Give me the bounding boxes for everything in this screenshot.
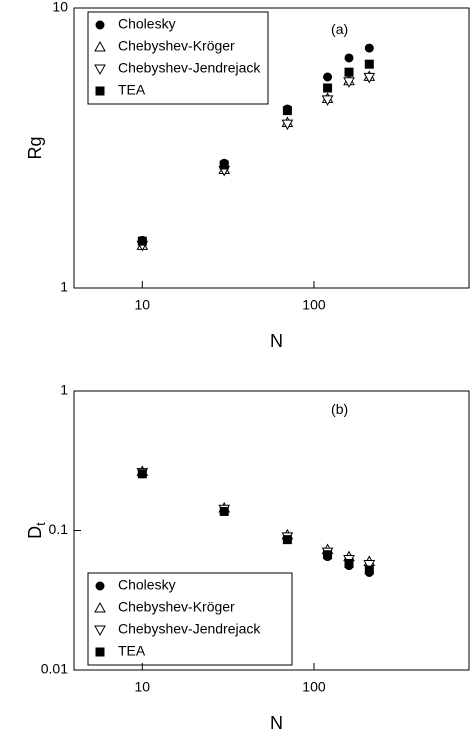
- point: [137, 469, 147, 479]
- point: [343, 77, 355, 88]
- legend-label: TEA: [118, 82, 146, 98]
- point: [323, 72, 333, 82]
- point: [94, 625, 106, 637]
- point: [281, 119, 294, 131]
- legend-label: Chebyshev-Kröger: [118, 38, 235, 54]
- x-axis-label: N: [270, 331, 283, 351]
- point: [323, 550, 333, 560]
- y-tick-label: 0.1: [49, 521, 69, 537]
- legend-label: Cholesky: [118, 577, 176, 593]
- point: [94, 601, 106, 613]
- legend-box: [87, 11, 269, 105]
- x-tick-label: 10: [135, 679, 151, 695]
- point: [95, 86, 105, 96]
- y-axis-label-sub: t: [33, 522, 48, 526]
- y-tick-label: 0.01: [41, 661, 68, 677]
- point: [363, 560, 376, 571]
- legend-label: Chebyshev-Jendrejack: [118, 60, 261, 76]
- point: [364, 565, 374, 575]
- legend-label: Chebyshev-Jendrejack: [118, 621, 261, 637]
- annotation: (b): [331, 401, 348, 417]
- point: [95, 20, 105, 30]
- point: [95, 647, 105, 657]
- y-axis-label: Dt: [25, 522, 49, 539]
- point: [94, 40, 106, 52]
- point: [344, 53, 354, 63]
- annotation: (a): [331, 21, 348, 37]
- y-axis-label: Rg: [25, 136, 45, 159]
- point: [323, 83, 333, 93]
- y-tick-label: 1: [60, 279, 68, 295]
- point: [344, 559, 354, 569]
- point: [364, 43, 374, 53]
- plot-frame: [73, 7, 470, 289]
- point: [282, 106, 292, 116]
- x-axis-label: N: [270, 713, 283, 733]
- point: [344, 67, 354, 77]
- y-tick-label: 1: [60, 382, 68, 398]
- point: [94, 64, 106, 76]
- point: [363, 72, 376, 84]
- y-axis-label-main: D: [25, 526, 45, 539]
- x-tick-label: 10: [135, 297, 151, 313]
- point: [219, 506, 229, 516]
- legend-label: Chebyshev-Kröger: [118, 599, 235, 615]
- x-tick-label: 100: [302, 297, 326, 313]
- legend-label: TEA: [118, 643, 146, 659]
- point: [282, 535, 292, 545]
- point: [137, 236, 147, 246]
- point: [321, 95, 334, 106]
- y-tick-label: 10: [52, 0, 68, 15]
- x-tick-label: 100: [302, 679, 326, 695]
- y-axis-label-main: Rg: [25, 136, 45, 159]
- point: [364, 59, 374, 69]
- legend-box: [87, 572, 293, 666]
- point: [95, 581, 105, 591]
- legend-label: Cholesky: [118, 16, 176, 32]
- point: [219, 160, 229, 170]
